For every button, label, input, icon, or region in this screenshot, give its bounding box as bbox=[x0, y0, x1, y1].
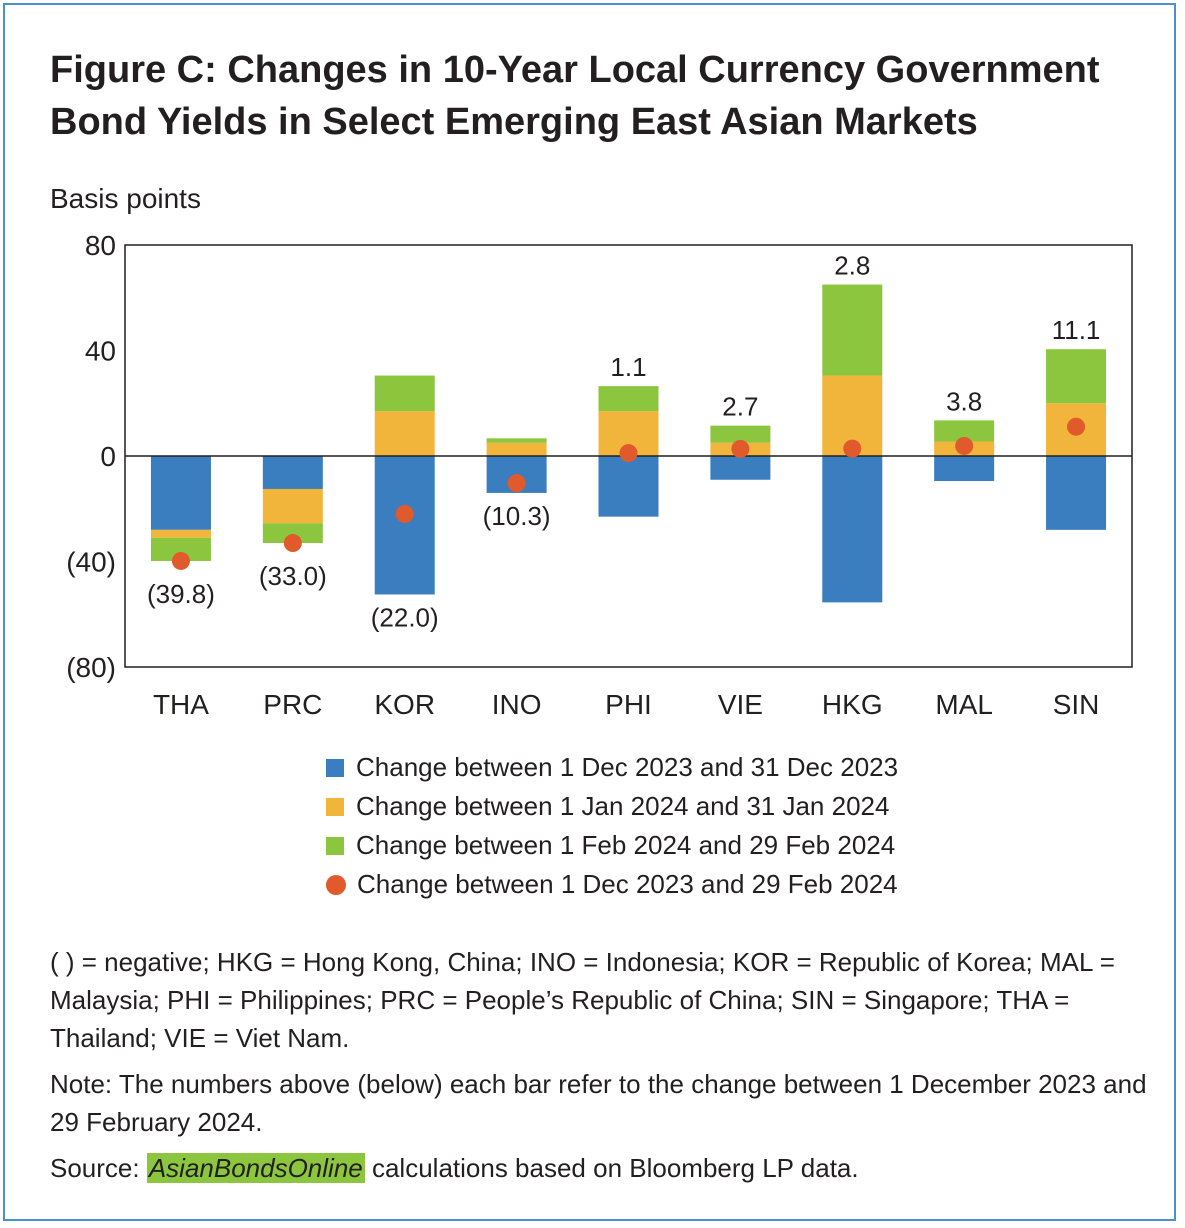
bar-segment-phi-s2 bbox=[598, 386, 659, 412]
data-label-mal: 3.8 bbox=[946, 386, 982, 416]
x-tick-label: KOR bbox=[374, 689, 435, 720]
y-tick-label: 40 bbox=[85, 336, 116, 367]
source-prefix: Source: bbox=[50, 1153, 147, 1183]
legend-label-feb: Change between 1 Feb 2024 and 29 Feb 202… bbox=[356, 830, 896, 860]
bar-segment-ino-s1 bbox=[486, 442, 547, 456]
bar-segment-phi-s0 bbox=[598, 456, 659, 517]
legend-label-total: Change between 1 Dec 2023 and 29 Feb 202… bbox=[357, 869, 898, 899]
bar-segment-mal-s2 bbox=[934, 420, 995, 442]
data-label-ino: (10.3) bbox=[483, 501, 551, 531]
x-tick-label: SIN bbox=[1053, 689, 1100, 720]
x-tick-label: THA bbox=[153, 689, 209, 720]
legend-swatch-feb bbox=[326, 836, 344, 855]
legend-swatch-jan bbox=[326, 797, 344, 816]
y-axis-label: Basis points bbox=[50, 183, 201, 214]
legend-label-jan: Change between 1 Jan 2024 and 31 Jan 202… bbox=[356, 791, 890, 821]
legend: Change between 1 Dec 2023 and 31 Dec 202… bbox=[326, 748, 898, 904]
bar-segment-sin-s2 bbox=[1046, 349, 1107, 404]
x-tick-label: HKG bbox=[822, 689, 883, 720]
title-line-1: Figure C: Changes in 10-Year Local Curre… bbox=[50, 49, 1100, 91]
legend-dot-total bbox=[326, 874, 346, 895]
bar-segment-hkg-s2 bbox=[822, 284, 883, 376]
total-dot-phi bbox=[619, 444, 638, 463]
bar-segment-tha-s0 bbox=[150, 456, 211, 530]
figure-title: Figure C: Changes in 10-Year Local Curre… bbox=[50, 44, 1160, 148]
data-label-sin: 11.1 bbox=[1052, 315, 1101, 345]
bar-segment-vie-s0 bbox=[710, 456, 771, 480]
bar-segment-hkg-s0 bbox=[822, 456, 883, 603]
y-tick-label: 0 bbox=[100, 441, 116, 472]
x-tick-label: PRC bbox=[263, 689, 322, 720]
explanatory-note: Note: The numbers above (below) each bar… bbox=[50, 1069, 1147, 1137]
bar-segment-kor-s0 bbox=[374, 456, 435, 595]
legend-item-feb: Change between 1 Feb 2024 and 29 Feb 202… bbox=[326, 826, 898, 865]
data-label-hkg: 2.8 bbox=[834, 251, 870, 281]
y-tick-label: (40) bbox=[66, 547, 116, 578]
legend-label-dec: Change between 1 Dec 2023 and 31 Dec 202… bbox=[356, 752, 899, 782]
figure-notes: ( ) = negative; HKG = Hong Kong, China; … bbox=[50, 943, 1150, 1195]
bar-segment-kor-s2 bbox=[374, 375, 435, 412]
bar-segment-prc-s1 bbox=[262, 488, 323, 524]
bar-segment-tha-s1 bbox=[150, 529, 211, 538]
total-dot-hkg bbox=[843, 439, 862, 458]
x-tick-label: INO bbox=[492, 689, 542, 720]
legend-swatch-dec bbox=[326, 758, 344, 777]
data-label-vie: 2.7 bbox=[722, 392, 758, 422]
total-dot-tha bbox=[171, 551, 190, 570]
total-dot-mal bbox=[955, 436, 974, 455]
title-line-2: Bond Yields in Select Emerging East Asia… bbox=[50, 101, 978, 143]
figure-frame bbox=[3, 3, 1176, 1221]
total-dot-kor bbox=[395, 505, 414, 524]
data-label-phi: 1.1 bbox=[610, 352, 646, 382]
legend-item-jan: Change between 1 Jan 2024 and 31 Jan 202… bbox=[326, 787, 898, 826]
x-tick-label: VIE bbox=[718, 689, 763, 720]
bar-chart: Basis points 80 40 0 (40) (80) THA PRC KOR INO PH… bbox=[50, 183, 1133, 720]
abbreviations-note: ( ) = negative; HKG = Hong Kong, China; … bbox=[50, 947, 1115, 1053]
data-label-tha: (39.8) bbox=[147, 579, 215, 609]
bar-segment-prc-s2 bbox=[262, 523, 323, 544]
legend-item-dec: Change between 1 Dec 2023 and 31 Dec 202… bbox=[326, 748, 898, 787]
total-dot-ino bbox=[507, 474, 526, 493]
bar-segment-kor-s1 bbox=[374, 411, 435, 456]
source-suffix: calculations based on Bloomberg LP data. bbox=[364, 1153, 859, 1183]
plot-frame bbox=[124, 244, 1133, 668]
bar-segment-vie-s2 bbox=[710, 425, 771, 443]
source-highlight: AsianBondsOnline bbox=[146, 1153, 365, 1183]
source-note: Source: AsianBondsOnline calculations ba… bbox=[50, 1149, 1150, 1187]
total-dot-prc bbox=[283, 534, 302, 553]
total-dot-sin bbox=[1067, 417, 1086, 436]
bar-segment-ino-s2 bbox=[486, 438, 547, 443]
bar-segment-prc-s0 bbox=[262, 456, 323, 489]
y-tick-label: (80) bbox=[66, 652, 116, 683]
plot-area: 80 40 0 (40) (80) THA PRC KOR INO PHI VIE HKG MAL SIN… bbox=[66, 230, 1133, 720]
data-label-prc: (33.0) bbox=[259, 561, 327, 591]
bar-segment-sin-s0 bbox=[1046, 456, 1107, 530]
x-tick-label: MAL bbox=[935, 689, 993, 720]
total-dot-vie bbox=[731, 439, 750, 458]
bar-segment-mal-s0 bbox=[934, 456, 995, 482]
bar-segment-tha-s2 bbox=[150, 537, 211, 561]
y-tick-label: 80 bbox=[85, 230, 116, 261]
legend-item-total: Change between 1 Dec 2023 and 29 Feb 202… bbox=[326, 865, 898, 904]
x-tick-label: PHI bbox=[605, 689, 652, 720]
data-label-kor: (22.0) bbox=[371, 602, 439, 632]
